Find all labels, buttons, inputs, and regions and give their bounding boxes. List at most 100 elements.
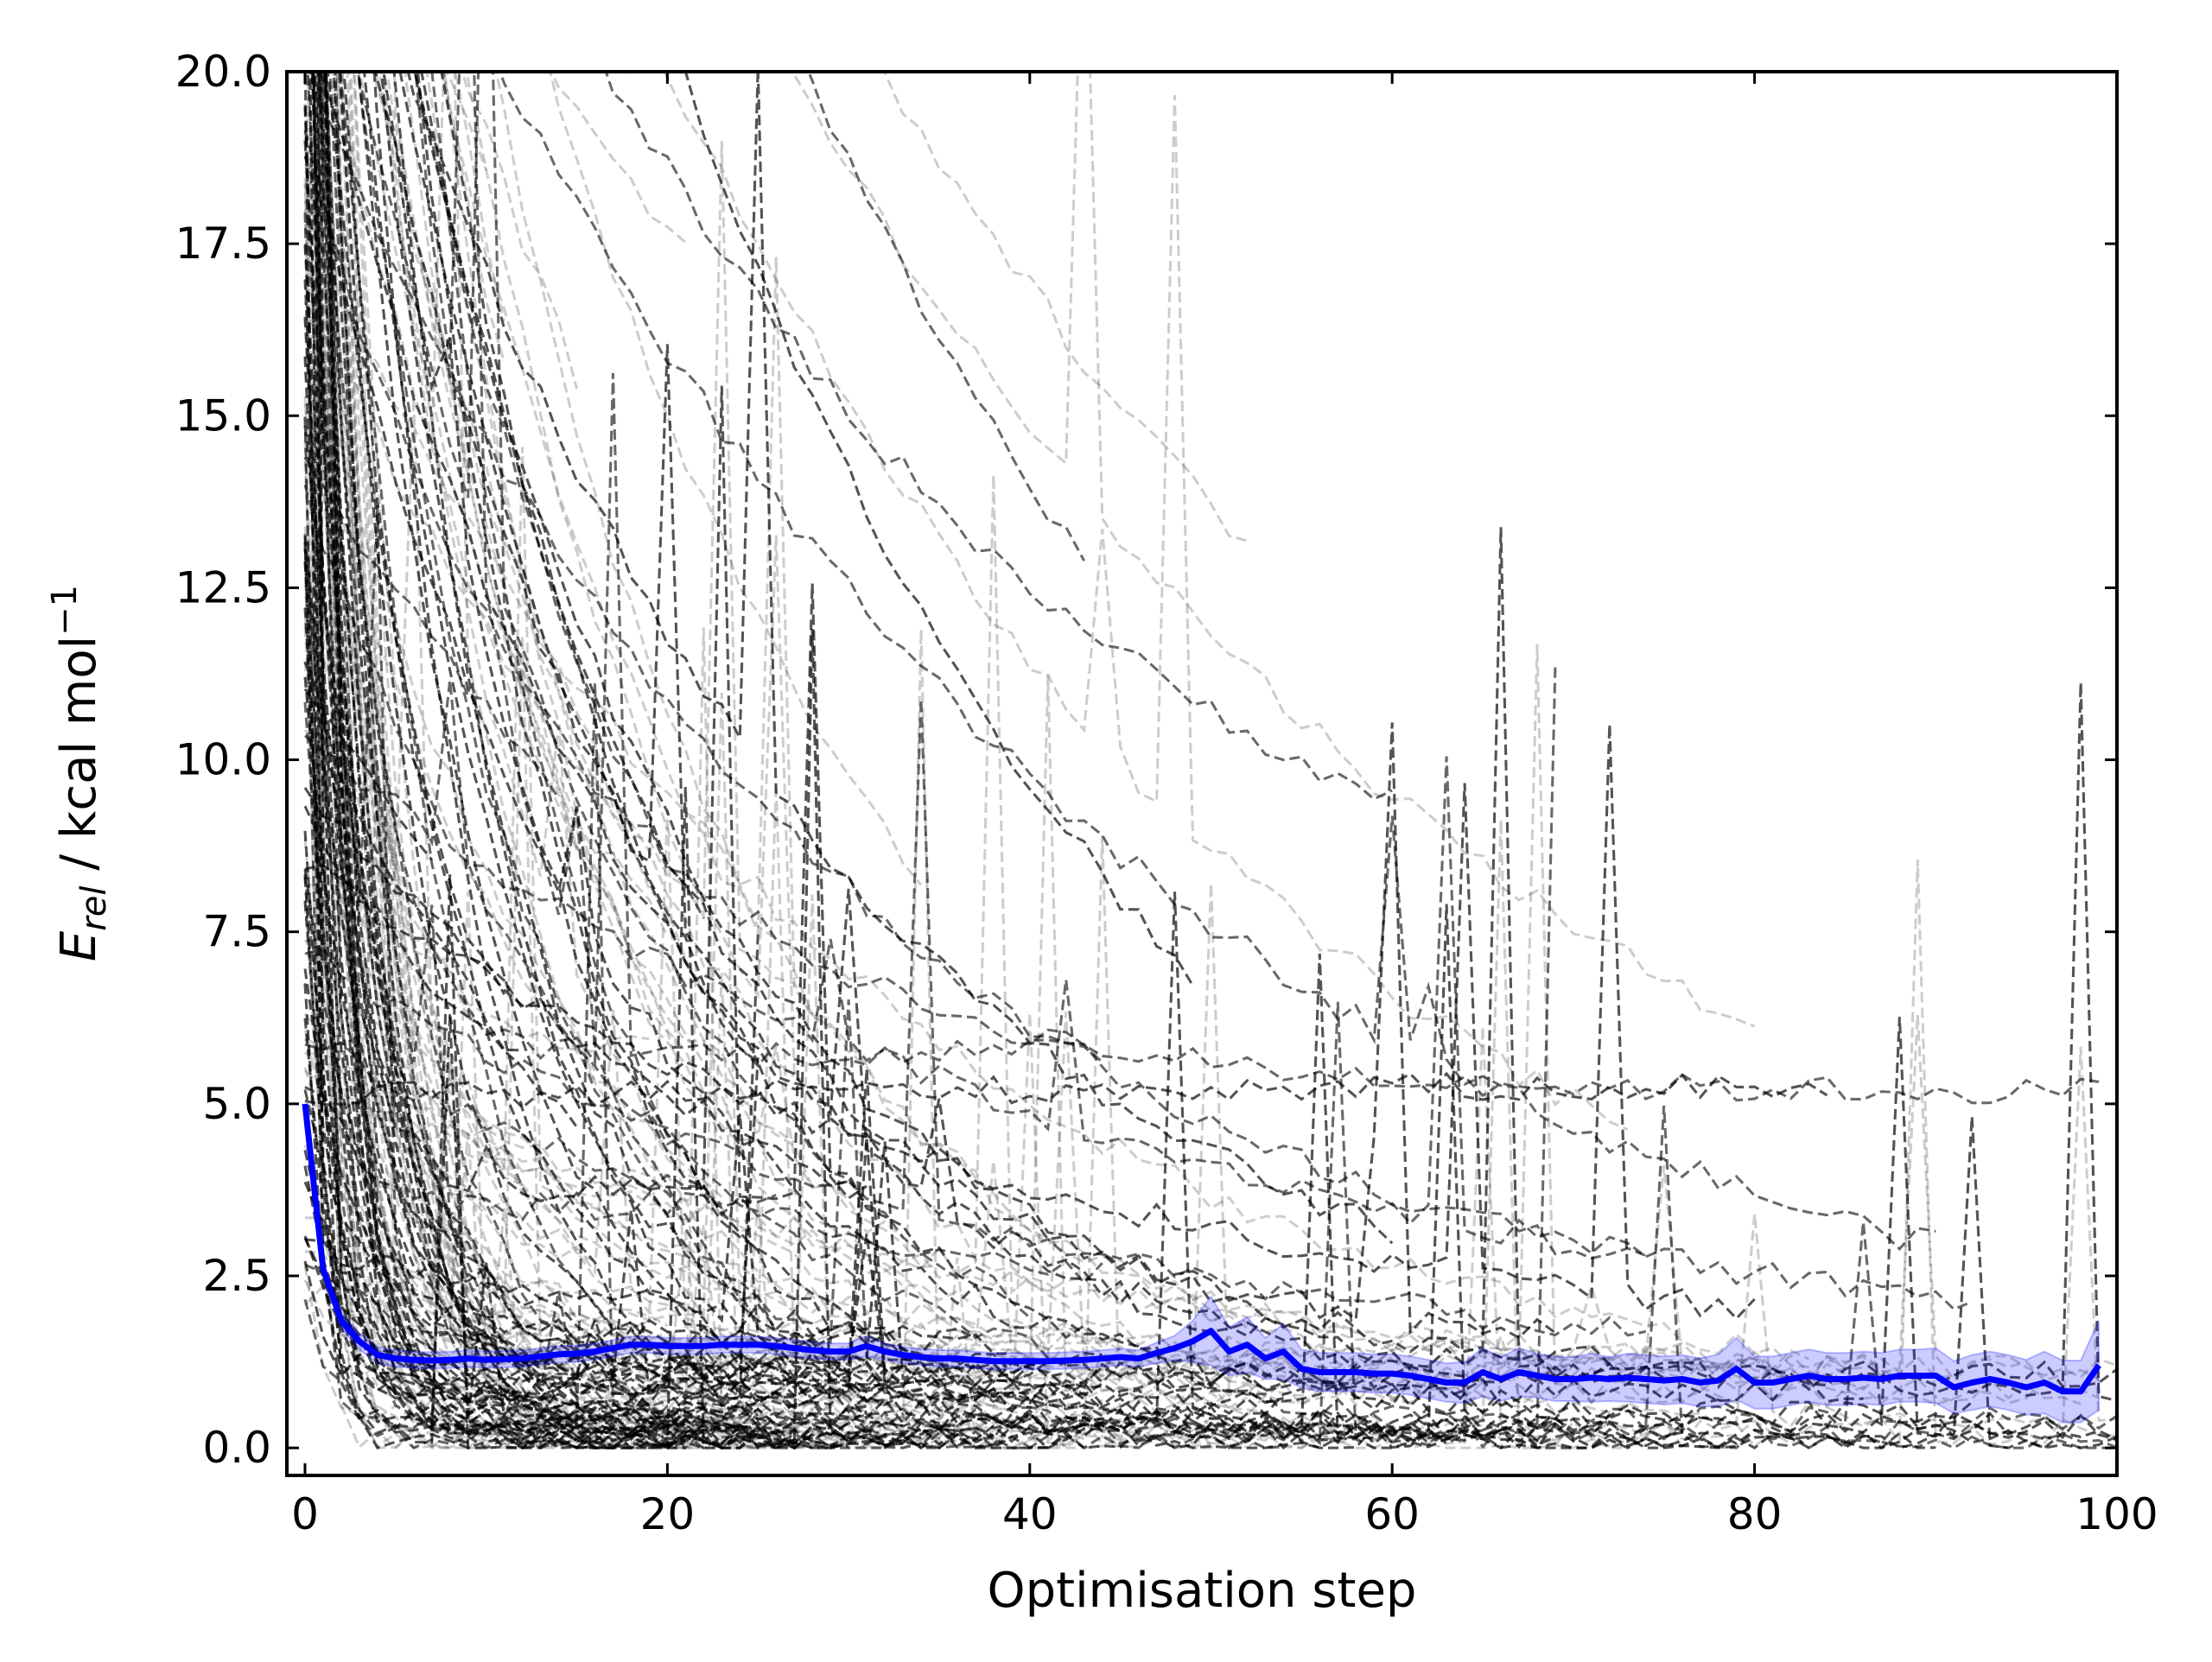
trajectory-line xyxy=(303,1089,831,1346)
y-axis: 0.0 2.5 5.0 7.5 10.0 12.5 15.0 17.5 20.0 xyxy=(175,47,2117,1473)
trajectory-line xyxy=(440,72,1974,1429)
trajectory-line xyxy=(303,876,433,1401)
x-tick-label: 40 xyxy=(1002,1489,1058,1539)
trajectory-line xyxy=(372,72,2117,1442)
trajectory-line xyxy=(303,224,686,1273)
trajectory-line xyxy=(454,72,506,322)
trajectory-line xyxy=(303,72,886,1405)
trajectory-line xyxy=(318,72,1864,1407)
trajectory-line xyxy=(334,72,2117,1450)
trajectory-line xyxy=(328,72,1103,1069)
trajectory-line xyxy=(304,680,1973,1311)
trajectory-line xyxy=(372,72,2117,1442)
trajectory-line xyxy=(312,72,831,1432)
trajectory-line xyxy=(420,72,1556,1340)
trajectory-line xyxy=(382,72,1738,1449)
trajectory-line xyxy=(303,1181,1556,1437)
trajectory-line xyxy=(318,72,1864,1407)
trajectory-line xyxy=(303,868,1249,1410)
trajectory-line xyxy=(324,72,868,1437)
trajectory-line xyxy=(304,1238,1012,1355)
trajectory-line xyxy=(312,72,686,1449)
trajectory-line xyxy=(303,316,868,1202)
trajectory-line xyxy=(379,72,1556,1437)
trajectory-line xyxy=(342,72,505,995)
trajectory-line xyxy=(303,485,2117,1449)
trajectory-line xyxy=(303,1012,596,1263)
trajectory-line xyxy=(320,72,1412,1372)
trajectory-line xyxy=(303,279,814,1449)
trajectory-line xyxy=(303,244,795,1446)
trajectory-line xyxy=(303,805,578,1128)
trajectory-line xyxy=(406,72,1394,1245)
trajectory-line xyxy=(304,699,1647,1337)
trajectory-line xyxy=(303,660,596,1449)
trajectory-line xyxy=(303,661,433,861)
trajectory-line xyxy=(440,72,1974,1429)
trajectory-line xyxy=(303,661,433,861)
trajectory-line xyxy=(303,1165,995,1449)
trajectory-line xyxy=(318,72,1864,1407)
trajectory-line xyxy=(303,561,760,1427)
trajectory-line xyxy=(303,536,2117,1390)
trajectory-line xyxy=(338,72,1665,1391)
trajectory-line xyxy=(303,130,2063,1439)
trajectory-line xyxy=(303,212,887,1405)
trajectory-line xyxy=(303,859,2117,1447)
trajectory-line xyxy=(304,1071,1828,1110)
trajectory-line xyxy=(303,900,849,1450)
trajectory-line xyxy=(425,72,940,1269)
trajectory-line xyxy=(382,72,1738,1449)
trajectory-line xyxy=(303,830,1049,1388)
trajectory-line xyxy=(303,485,2117,1449)
trajectory-line xyxy=(304,1086,2117,1449)
trajectory-line xyxy=(303,244,795,1446)
trajectory-line xyxy=(499,72,1936,1251)
trajectory-line xyxy=(303,72,886,1405)
trajectory-line xyxy=(313,72,669,1437)
trajectory-line xyxy=(304,675,1448,1405)
trajectory-line xyxy=(310,72,976,1356)
trajectory-line xyxy=(320,72,614,1436)
trajectory-line xyxy=(323,72,741,1448)
trajectory-line xyxy=(404,72,669,937)
trajectory-line xyxy=(303,542,759,1449)
trajectory-line xyxy=(356,72,1031,1319)
trajectory-line xyxy=(363,72,1284,1413)
x-tick-label: 80 xyxy=(1727,1489,1783,1539)
trajectory-line xyxy=(334,72,796,1144)
trajectory-line xyxy=(303,106,940,1450)
trajectory-line xyxy=(303,536,2117,1390)
trajectory-line xyxy=(303,830,1049,1388)
trajectory-line xyxy=(303,809,2082,1405)
y-tick-label: 17.5 xyxy=(175,219,271,269)
trajectory-line xyxy=(342,72,505,995)
trajectory-line xyxy=(324,72,868,1437)
trajectory-line xyxy=(413,72,1611,1368)
trajectory-line xyxy=(303,701,868,1425)
trajectory-line xyxy=(382,72,1738,1449)
trajectory-line xyxy=(303,130,2063,1439)
trajectory-line xyxy=(374,72,2117,1403)
trajectory-line xyxy=(307,72,1647,1260)
trajectory-line xyxy=(320,72,1412,1372)
trajectory-line xyxy=(627,72,632,74)
trajectory-line xyxy=(303,983,704,1434)
trajectory-line xyxy=(303,155,2100,1105)
trajectory-line xyxy=(303,425,1302,1418)
trajectory-line xyxy=(317,72,1284,1449)
trajectory-line xyxy=(304,1041,1103,1285)
trajectory-line xyxy=(312,72,741,1446)
trajectory-line xyxy=(352,72,887,1411)
trajectory-line xyxy=(303,900,849,1450)
trajectory-line xyxy=(303,200,1683,1446)
trajectory-line xyxy=(413,72,1611,1368)
trajectory-line xyxy=(303,1260,560,1379)
trajectory-line xyxy=(315,72,450,1449)
trajectory-line xyxy=(303,1298,1049,1449)
trajectory-line xyxy=(382,72,1338,1375)
trajectory-line xyxy=(303,140,505,1297)
trajectory-line xyxy=(332,72,904,1431)
trajectory-line xyxy=(332,72,904,1431)
trajectory-line xyxy=(321,72,524,1340)
